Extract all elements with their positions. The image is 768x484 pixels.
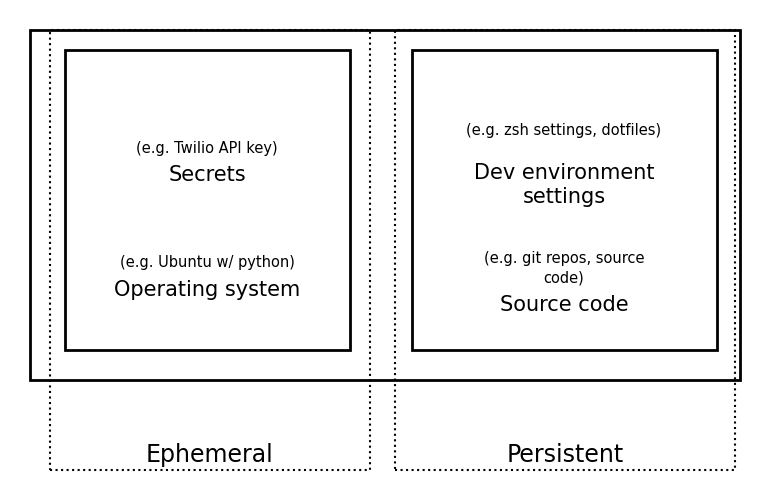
Bar xyxy=(65,50,350,350)
Text: (e.g. git repos, source
code): (e.g. git repos, source code) xyxy=(484,251,644,286)
Bar xyxy=(395,30,735,470)
Text: Ephemeral: Ephemeral xyxy=(146,443,274,467)
Text: Dev environment
settings: Dev environment settings xyxy=(474,163,654,208)
Text: (e.g. Ubuntu w/ python): (e.g. Ubuntu w/ python) xyxy=(120,255,294,270)
Bar xyxy=(30,30,740,380)
Text: Persistent: Persistent xyxy=(506,443,624,467)
Text: (e.g. Twilio API key): (e.g. Twilio API key) xyxy=(136,140,278,155)
Text: (e.g. zsh settings, dotfiles): (e.g. zsh settings, dotfiles) xyxy=(466,122,661,137)
Bar xyxy=(50,30,370,470)
Bar xyxy=(412,50,717,350)
Text: Source code: Source code xyxy=(500,295,628,315)
Text: Operating system: Operating system xyxy=(114,280,300,300)
Text: Secrets: Secrets xyxy=(168,165,246,185)
